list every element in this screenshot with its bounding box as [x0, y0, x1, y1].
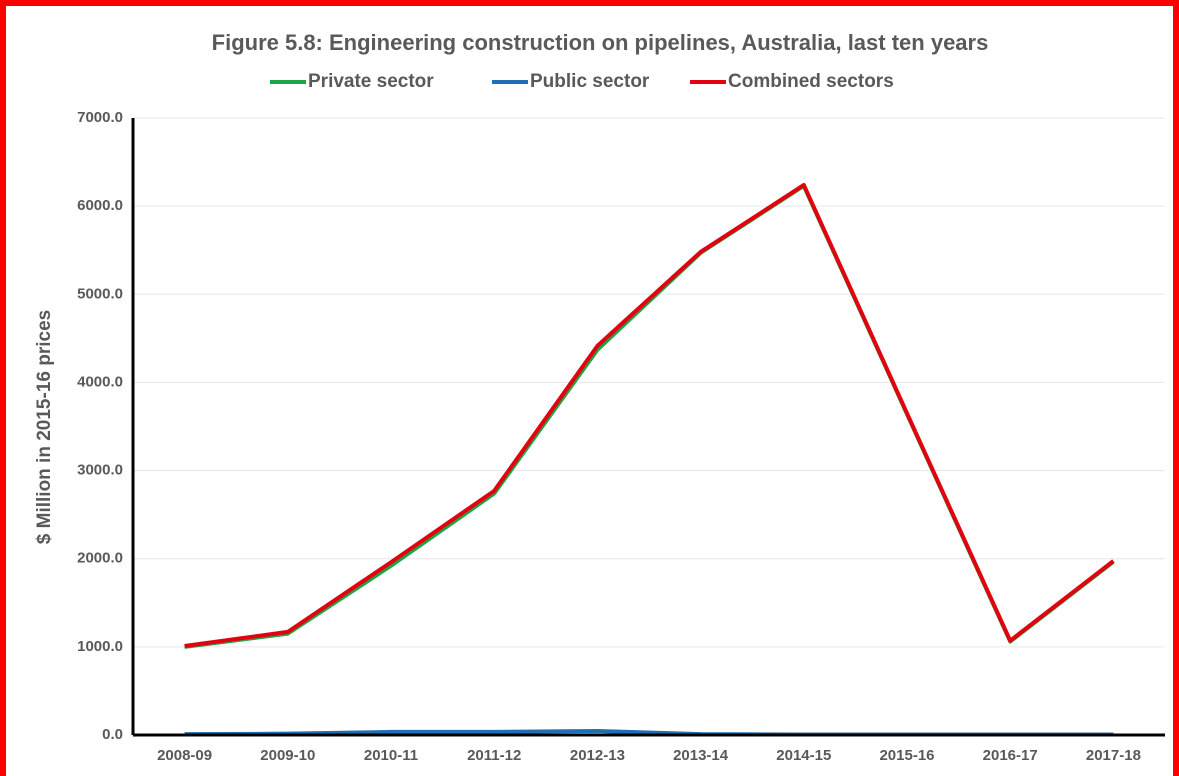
x-tick-label: 2012-13	[570, 747, 625, 764]
x-tick-label: 2009-10	[260, 747, 315, 764]
y-axis-title: $ Million in 2015-16 prices	[34, 310, 55, 544]
legend: Private sector Public sector Combined sect…	[270, 71, 894, 92]
y-tick-label: 4000.0	[77, 373, 123, 390]
plot	[184, 182, 1115, 737]
legend-label: Public sector	[530, 71, 650, 92]
y-tick-label: 0.0	[102, 726, 123, 743]
grid	[133, 117, 1165, 736]
x-tick-label: 2013-14	[673, 747, 729, 764]
x-tick-label: 2010-11	[364, 747, 418, 764]
series-line	[184, 183, 1115, 649]
chart-title: Figure 5.8: Engineering construction on …	[212, 30, 989, 55]
y-tick-label: 6000.0	[77, 197, 123, 214]
legend-label: Combined sectors	[728, 71, 894, 92]
x-tick-label: 2016-17	[983, 747, 1038, 764]
x-tick-label: 2008-09	[157, 747, 212, 764]
y-tick-label: 3000.0	[77, 462, 123, 479]
y-tick-label: 5000.0	[77, 285, 123, 302]
x-tick-label: 2017-18	[1086, 747, 1141, 764]
series-line	[184, 182, 1115, 648]
x-tick-label: 2015-16	[879, 747, 934, 764]
y-tick-label: 2000.0	[77, 550, 123, 567]
x-tick-label: 2011-12	[467, 747, 521, 764]
y-tick-label: 1000.0	[77, 638, 123, 655]
x-tick-label: 2014-15	[776, 747, 831, 764]
y-tick-label: 7000.0	[77, 109, 123, 126]
legend-label: Private sector	[308, 71, 434, 92]
